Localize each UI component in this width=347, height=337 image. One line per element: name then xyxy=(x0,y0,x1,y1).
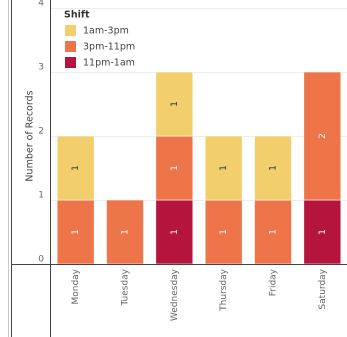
y-tick-label: 3 xyxy=(38,63,44,73)
legend-swatch xyxy=(65,25,76,36)
x-tick-label: Tuesday xyxy=(121,268,131,306)
data-label: 1 xyxy=(170,101,180,107)
legend-swatch xyxy=(65,57,76,68)
bar-segment xyxy=(155,135,194,201)
x-tick-label: Saturday xyxy=(318,268,328,309)
y-tick-label: 2 xyxy=(38,127,44,137)
data-label: 1 xyxy=(71,229,81,235)
legend-swatch xyxy=(65,41,76,52)
y-tick-label: 0 xyxy=(38,255,44,265)
bar-segment xyxy=(155,71,194,137)
legend-label: 1am-3pm xyxy=(83,26,129,37)
y-tick-label: 4 xyxy=(38,0,44,9)
x-tick-label: Friday xyxy=(269,268,279,296)
bar-segment xyxy=(106,199,144,265)
legend: Shift 1am-3pm 3pm-11pm 11pm-1am xyxy=(64,10,135,69)
data-label: 1 xyxy=(219,165,229,171)
data-label: 1 xyxy=(269,229,279,235)
legend-label: 3pm-11pm xyxy=(83,42,135,53)
x-tick-label: Thursday xyxy=(219,268,229,312)
data-label: 1 xyxy=(269,165,279,171)
data-label: 1 xyxy=(219,229,229,235)
data-label: 1 xyxy=(318,229,328,235)
y-tick-label: 1 xyxy=(38,191,44,201)
data-label: 1 xyxy=(170,229,180,235)
y-axis-label: Number of Records xyxy=(25,90,36,181)
bar-segment xyxy=(56,135,95,201)
bar-segment xyxy=(254,199,292,265)
bars: 1 1 Monday 1 Tuesday 1 1 1 Wednesday 1 1 Thursday 1 1… xyxy=(56,71,342,321)
bar-segment xyxy=(254,135,292,201)
data-label: 1 xyxy=(170,165,180,171)
data-label: 2 xyxy=(318,133,328,139)
legend-title: Shift xyxy=(64,10,90,21)
bar-segment xyxy=(303,71,342,201)
x-tick-label: Wednesday xyxy=(170,268,180,321)
data-label: 1 xyxy=(71,165,81,171)
legend-label: 11pm-1am xyxy=(83,58,135,69)
x-tick-label: Monday xyxy=(71,268,81,304)
bar-segment xyxy=(204,135,243,201)
bar-segment xyxy=(56,199,95,265)
data-label: 1 xyxy=(121,229,131,235)
